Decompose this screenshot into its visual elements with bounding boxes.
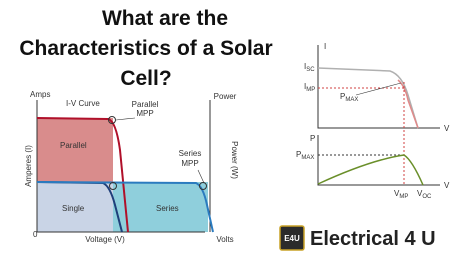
right-diagram: I ISC IMP PMAX V P PMAX V VMP VOC: [296, 42, 450, 200]
label: IMP: [304, 82, 315, 93]
left-diagram: Amps I-V Curve Parallel MPP Power Parall…: [24, 90, 239, 244]
label: Voltage (V): [85, 235, 125, 244]
logo: E4U Electrical 4 U: [279, 225, 436, 251]
single-region: [37, 182, 113, 232]
single-mpp: [109, 182, 117, 190]
label: MPP: [181, 159, 198, 168]
label: Series: [156, 204, 179, 213]
logo-badge-text: E4U: [284, 234, 300, 243]
label: VOC: [417, 189, 432, 200]
label: Parallel: [60, 141, 87, 150]
label: Single: [62, 204, 85, 213]
label: Power: [214, 92, 237, 101]
series-curve: [36, 181, 214, 233]
series-mpp: [199, 182, 207, 190]
label: PMAX: [340, 92, 358, 103]
parallel-curve: [36, 117, 129, 233]
parallel-region: [37, 118, 113, 182]
label: P: [310, 134, 315, 143]
label: I: [324, 42, 326, 51]
logo-badge: [279, 225, 305, 251]
label: V: [444, 181, 450, 190]
pointer: [355, 82, 402, 96]
label: VMP: [394, 189, 408, 200]
logo-name: Electrical 4 U: [310, 228, 436, 250]
iv-axes: [317, 45, 440, 129]
label-sub: MAX: [345, 97, 358, 103]
axes: [36, 100, 205, 233]
label: Amperes (I): [24, 145, 33, 187]
label-sub: MP: [399, 194, 408, 200]
title-line: What are the: [102, 7, 228, 30]
label: PMAX: [296, 150, 314, 161]
label: Power (W): [230, 141, 239, 179]
title-line: Cell?: [120, 67, 171, 90]
label-main: P: [296, 150, 301, 159]
title-line: Characteristics of a Solar: [19, 37, 272, 60]
label-sub: SC: [306, 67, 315, 73]
pv-curve: [317, 154, 424, 186]
label: Volts: [216, 235, 233, 244]
label: MPP: [136, 109, 153, 118]
iv-curve: [317, 67, 419, 129]
title: What are the Characteristics of a Solar …: [19, 7, 272, 90]
label-sub: MP: [306, 87, 315, 93]
label: ISC: [304, 62, 315, 73]
label-sub: MAX: [301, 155, 314, 161]
label-main: V: [394, 189, 400, 198]
label-main: I: [304, 82, 306, 91]
pointer: [115, 117, 136, 121]
label-sub: OC: [422, 194, 432, 200]
label: I-V Curve: [66, 99, 100, 108]
pv-axes: [317, 135, 440, 186]
label: Amps: [30, 90, 50, 99]
label: V: [444, 124, 450, 133]
label-main: V: [417, 189, 423, 198]
label: Series: [179, 149, 202, 158]
label-main: P: [340, 92, 345, 101]
iv-curve-end: [397, 79, 419, 129]
pointer: [197, 169, 205, 184]
label-main: I: [304, 62, 306, 71]
label: 0: [33, 230, 38, 239]
parallel-mpp: [108, 116, 116, 124]
label: Parallel: [132, 100, 159, 109]
series-region: [113, 182, 208, 232]
